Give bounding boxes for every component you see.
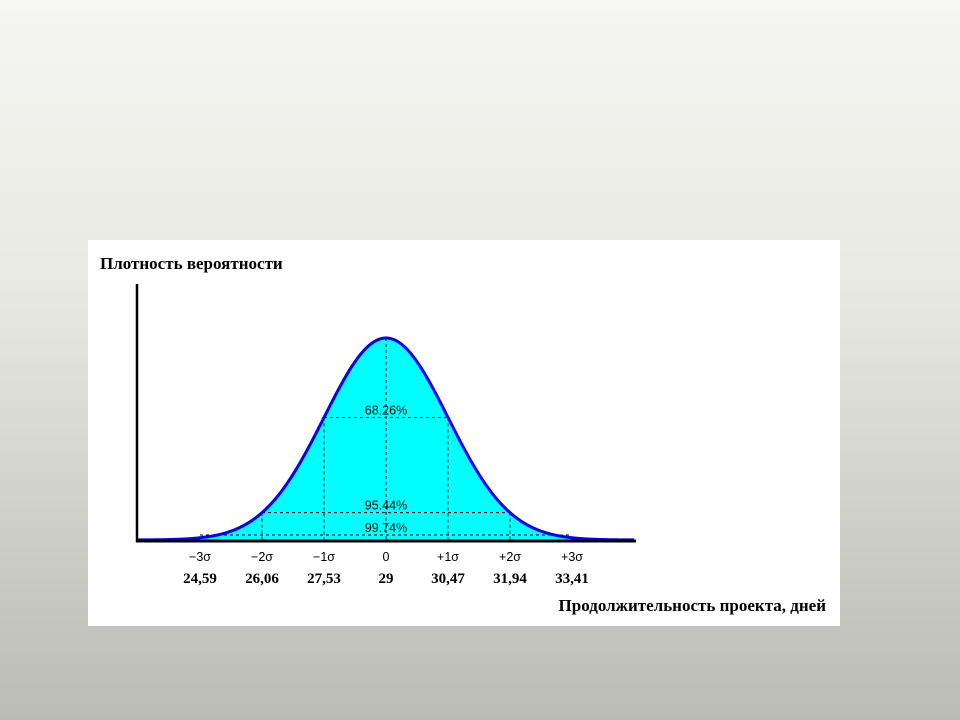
sigma-tick-label: 0 (383, 550, 390, 564)
chart-panel: Плотность вероятности 68.26% 95.44% 99.74%… (88, 240, 840, 626)
chart-title: Плотность вероятности (100, 254, 283, 273)
interval-label: 99.74% (365, 521, 407, 535)
sigma-tick-label: −3σ (189, 550, 211, 564)
x-axis-title: Продолжительность проекта, дней (559, 596, 827, 615)
density-curve (137, 336, 635, 542)
interval-label: 68.26% (365, 403, 407, 417)
interval-labels: 68.26% 95.44% 99.74% (365, 403, 407, 535)
value-tick-label: 26,06 (245, 571, 279, 587)
sigma-tick-label: −1σ (313, 550, 335, 564)
sigma-tick-label: −2σ (251, 550, 273, 564)
sigma-tick-labels: −3σ −2σ −1σ 0 +1σ +2σ +3σ (189, 550, 583, 564)
value-tick-label: 24,59 (183, 571, 217, 587)
value-tick-labels: 24,59 26,06 27,53 29 30,47 31,94 33,41 (183, 571, 589, 587)
normal-distribution-chart: Плотность вероятности 68.26% 95.44% 99.74%… (100, 254, 827, 615)
sigma-tick-label: +3σ (561, 550, 583, 564)
curve-area-fill (138, 338, 634, 540)
value-tick-label: 30,47 (431, 571, 465, 587)
sigma-tick-label: +1σ (437, 550, 459, 564)
interval-guides (199, 338, 573, 540)
sigma-tick-label: +2σ (499, 550, 521, 564)
interval-label: 95.44% (365, 499, 407, 513)
value-tick-label: 29 (379, 571, 394, 587)
value-tick-label: 33,41 (555, 571, 589, 587)
value-tick-label: 27,53 (307, 571, 341, 587)
value-tick-label: 31,94 (493, 571, 527, 587)
